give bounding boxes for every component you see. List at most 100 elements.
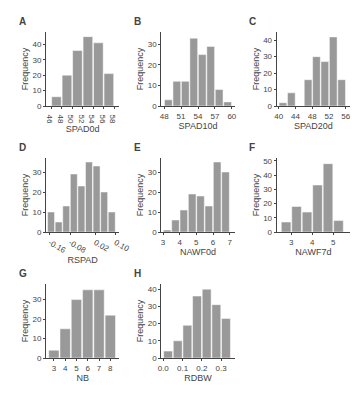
- svg-text:20: 20: [148, 61, 157, 70]
- svg-text:0: 0: [152, 228, 157, 237]
- svg-text:0: 0: [268, 228, 273, 237]
- svg-text:57: 57: [210, 112, 219, 121]
- svg-text:40: 40: [148, 285, 157, 294]
- svg-text:Frequency: Frequency: [135, 173, 145, 216]
- svg-text:10: 10: [32, 208, 41, 217]
- svg-text:C: C: [249, 16, 256, 27]
- svg-text:3: 3: [289, 238, 294, 247]
- svg-text:44: 44: [291, 112, 300, 121]
- svg-text:10: 10: [263, 85, 272, 94]
- svg-text:RSPAD: RSPAD: [67, 255, 98, 265]
- svg-text:5: 5: [331, 238, 336, 247]
- svg-text:48: 48: [160, 112, 169, 121]
- svg-text:0.0: 0.0: [158, 364, 170, 373]
- svg-text:Frequency: Frequency: [20, 299, 30, 342]
- svg-text:60: 60: [227, 112, 236, 121]
- svg-text:52: 52: [325, 112, 334, 121]
- svg-text:51: 51: [177, 112, 186, 121]
- svg-text:50: 50: [263, 157, 272, 166]
- svg-text:3: 3: [52, 364, 57, 373]
- svg-text:4: 4: [63, 364, 68, 373]
- svg-text:56: 56: [98, 115, 107, 124]
- svg-text:40: 40: [263, 171, 272, 180]
- svg-text:4: 4: [310, 238, 315, 247]
- svg-text:30: 30: [148, 168, 157, 177]
- svg-text:-0.16: -0.16: [47, 238, 68, 255]
- svg-text:0.02: 0.02: [92, 238, 110, 254]
- svg-text:30: 30: [32, 168, 41, 177]
- svg-text:20: 20: [32, 71, 41, 80]
- svg-text:0.2: 0.2: [196, 364, 208, 373]
- svg-text:48: 48: [308, 112, 317, 121]
- svg-text:NAWF7d: NAWF7d: [295, 247, 331, 257]
- svg-text:H: H: [134, 268, 141, 279]
- svg-text:40: 40: [263, 36, 272, 45]
- svg-text:8: 8: [108, 364, 113, 373]
- svg-text:0.1: 0.1: [177, 364, 189, 373]
- svg-text:30: 30: [148, 302, 157, 311]
- svg-text:SPAD10d: SPAD10d: [179, 121, 218, 131]
- svg-text:Frequency: Frequency: [251, 47, 261, 90]
- svg-text:20: 20: [148, 188, 157, 197]
- svg-text:RDBW: RDBW: [184, 373, 212, 383]
- svg-text:E: E: [134, 142, 141, 153]
- svg-text:0: 0: [37, 102, 42, 111]
- svg-text:0: 0: [152, 354, 157, 363]
- svg-text:30: 30: [263, 185, 272, 194]
- svg-text:20: 20: [32, 315, 41, 324]
- svg-text:20: 20: [148, 319, 157, 328]
- svg-text:46: 46: [45, 115, 54, 124]
- svg-text:4: 4: [177, 238, 182, 247]
- svg-text:NB: NB: [76, 373, 89, 383]
- svg-text:30: 30: [32, 56, 41, 65]
- svg-text:10: 10: [263, 214, 272, 223]
- svg-text:D: D: [19, 142, 26, 153]
- svg-text:B: B: [134, 16, 141, 27]
- svg-text:NAWF0d: NAWF0d: [180, 247, 216, 257]
- svg-text:10: 10: [32, 334, 41, 343]
- svg-text:6: 6: [86, 364, 91, 373]
- svg-text:10: 10: [32, 86, 41, 95]
- svg-text:0: 0: [268, 102, 273, 111]
- svg-text:0: 0: [37, 354, 42, 363]
- svg-text:SPAD0d: SPAD0d: [66, 124, 100, 134]
- svg-text:10: 10: [148, 81, 157, 90]
- svg-text:50: 50: [66, 115, 75, 124]
- svg-text:52: 52: [77, 115, 86, 124]
- svg-text:G: G: [19, 268, 27, 279]
- svg-text:Frequency: Frequency: [20, 173, 30, 216]
- svg-text:Frequency: Frequency: [135, 47, 145, 90]
- svg-text:48: 48: [56, 115, 65, 124]
- svg-text:20: 20: [32, 188, 41, 197]
- svg-text:40: 40: [274, 112, 283, 121]
- svg-text:5: 5: [74, 364, 79, 373]
- svg-text:3: 3: [161, 238, 166, 247]
- svg-text:0: 0: [37, 228, 42, 237]
- svg-text:A: A: [19, 16, 26, 27]
- svg-text:F: F: [249, 142, 255, 153]
- svg-text:56: 56: [341, 112, 350, 121]
- svg-text:0: 0: [152, 102, 157, 111]
- svg-text:54: 54: [194, 112, 203, 121]
- svg-text:10: 10: [148, 337, 157, 346]
- svg-text:10: 10: [148, 208, 157, 217]
- svg-text:Frequency: Frequency: [20, 47, 30, 90]
- svg-text:SPAD20d: SPAD20d: [294, 121, 333, 131]
- svg-text:0.10: 0.10: [113, 238, 131, 254]
- svg-text:-0.08: -0.08: [67, 238, 88, 255]
- svg-text:5: 5: [194, 238, 199, 247]
- svg-text:30: 30: [32, 295, 41, 304]
- svg-text:7: 7: [97, 364, 102, 373]
- svg-text:0.3: 0.3: [216, 364, 228, 373]
- svg-text:30: 30: [148, 40, 157, 49]
- svg-text:58: 58: [108, 115, 117, 124]
- svg-text:Frequency: Frequency: [251, 173, 261, 216]
- svg-text:6: 6: [211, 238, 216, 247]
- svg-text:20: 20: [263, 199, 272, 208]
- svg-text:7: 7: [227, 238, 232, 247]
- svg-text:Frequency: Frequency: [135, 299, 145, 342]
- svg-text:30: 30: [263, 52, 272, 61]
- svg-text:54: 54: [87, 115, 96, 124]
- svg-text:40: 40: [32, 40, 41, 49]
- svg-text:20: 20: [263, 69, 272, 78]
